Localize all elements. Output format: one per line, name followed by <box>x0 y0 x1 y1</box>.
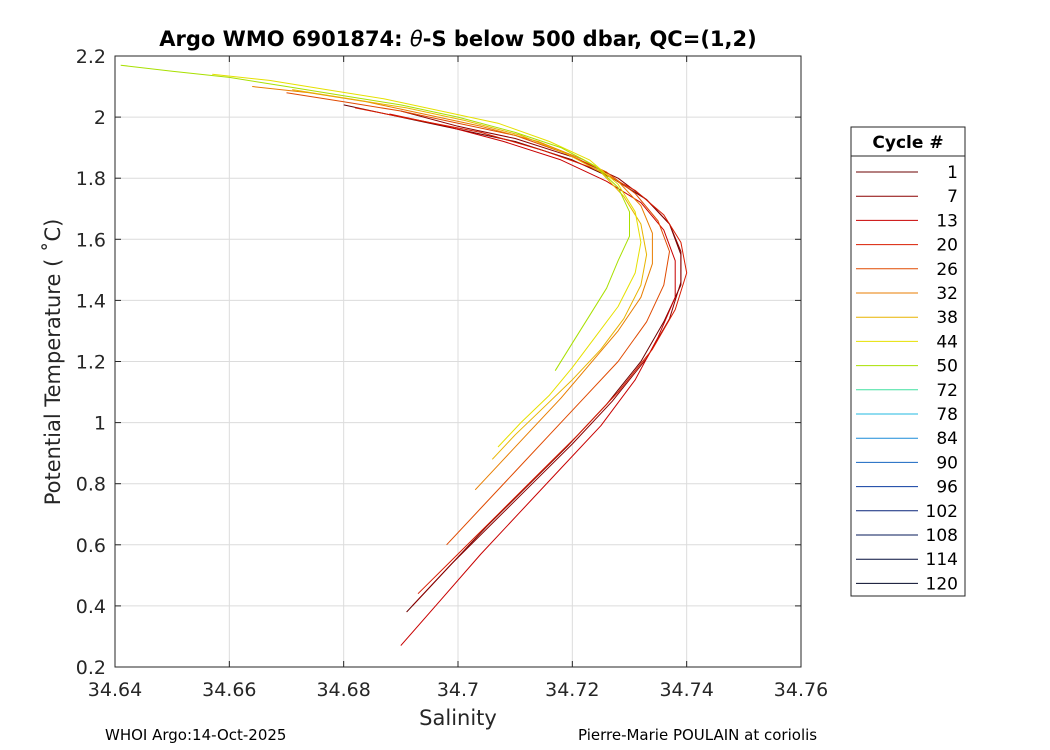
chart-title: Argo WMO 6901874: θ-S below 500 dbar, QC… <box>159 27 756 51</box>
series-line-cycle-50 <box>120 64 630 371</box>
y-tick-label: 2 <box>94 107 106 129</box>
x-tick-label: 34.74 <box>659 679 713 701</box>
x-tick-label: 34.7 <box>437 679 479 701</box>
legend-label-120: 120 <box>926 574 958 594</box>
y-tick-label: 0.2 <box>76 657 106 679</box>
series-line-cycle-26 <box>286 92 670 546</box>
x-tick-label: 34.76 <box>774 679 828 701</box>
legend-label-44: 44 <box>936 332 958 352</box>
legend-label-108: 108 <box>926 526 958 546</box>
y-tick-label: 2.2 <box>76 46 106 68</box>
series-line-cycle-44 <box>212 73 642 448</box>
legend-label-72: 72 <box>936 381 958 401</box>
legend-label-13: 13 <box>936 211 958 231</box>
ticks: 34.64 34.66 34.68 34.7 34.72 34.74 34.76 0.2 0.4… <box>76 46 828 701</box>
legend-label-114: 114 <box>926 550 958 570</box>
y-axis-label: Potential Temperature ( ˚C) <box>41 219 65 506</box>
legend-label-84: 84 <box>936 429 958 449</box>
x-tick-label: 34.66 <box>202 679 256 701</box>
series-line-cycle-13 <box>389 113 676 646</box>
legend-label-32: 32 <box>936 284 958 304</box>
legend: Cycle # 1 7 13 20 26 32 38 44 50 72 78 84 90 96 102 108… <box>850 126 966 597</box>
x-tick-label: 34.68 <box>316 679 370 701</box>
title-suffix: -S below 500 dbar, QC=(1,2) <box>423 27 757 51</box>
legend-label-38: 38 <box>936 308 958 328</box>
series-line-cycle-7 <box>400 110 682 607</box>
series-line-cycle-38 <box>292 89 648 460</box>
x-tick-label: 34.64 <box>88 679 142 701</box>
title-theta: θ <box>410 27 423 51</box>
y-tick-label: 1.4 <box>76 290 106 312</box>
series-line-cycle-32 <box>252 86 653 491</box>
legend-label-50: 50 <box>936 357 958 377</box>
footer-right: Pierre-Marie POULAIN at coriolis <box>578 726 818 744</box>
legend-label-7: 7 <box>947 187 958 207</box>
legend-label-90: 90 <box>936 453 958 473</box>
y-tick-label: 0.4 <box>76 596 106 618</box>
x-tick-label: 34.72 <box>545 679 599 701</box>
series-layer <box>120 64 688 646</box>
y-tick-label: 1.2 <box>76 352 106 374</box>
x-axis-label: Salinity <box>419 706 497 730</box>
legend-label-78: 78 <box>936 405 958 425</box>
y-tick-label: 1.8 <box>76 168 106 190</box>
y-tick-label: 1 <box>94 413 106 435</box>
series-line-cycle-20 <box>355 107 688 595</box>
legend-title: Cycle # <box>872 133 943 153</box>
legend-label-20: 20 <box>936 236 958 256</box>
y-tick-label: 0.8 <box>76 474 106 496</box>
title-prefix: Argo WMO 6901874: <box>159 27 410 51</box>
footer-left: WHOI Argo:14-Oct-2025 <box>105 726 287 744</box>
legend-label-26: 26 <box>936 260 958 280</box>
legend-items: 1 7 13 20 26 32 38 44 50 72 78 84 90 96 102 108 114 120 <box>856 163 958 594</box>
legend-label-1: 1 <box>947 163 958 183</box>
y-tick-label: 0.6 <box>76 535 106 557</box>
legend-label-96: 96 <box>936 478 958 498</box>
legend-label-102: 102 <box>926 502 958 522</box>
y-tick-label: 1.6 <box>76 229 106 251</box>
legend-box <box>850 126 966 597</box>
